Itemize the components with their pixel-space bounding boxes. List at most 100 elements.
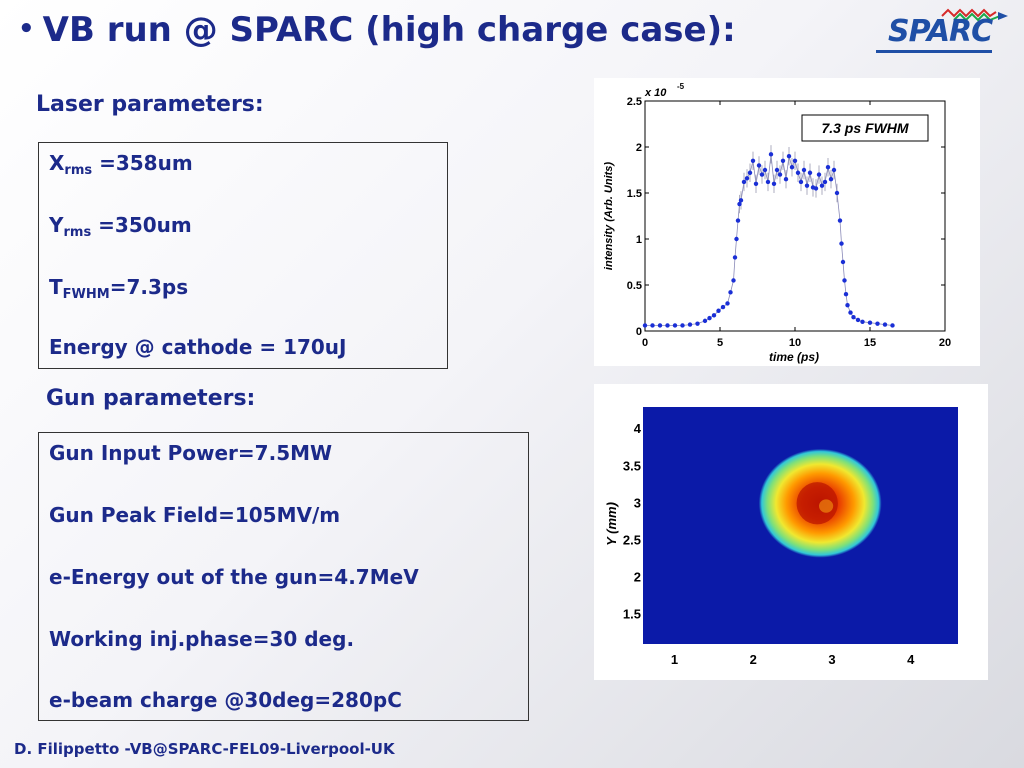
data-point [744,176,750,181]
data-point [819,183,825,188]
data-point [737,201,742,207]
data-point [738,198,744,203]
title-bullet: • [18,14,35,44]
data-point [816,172,822,177]
y-multiplier: x 10 [644,87,667,99]
data-point [642,323,648,328]
gun-peak-field: Gun Peak Field=105MV/m [49,503,341,527]
x-tick-label: 2 [750,652,757,667]
laser-heading: Laser parameters: [36,92,264,117]
data-point [801,167,807,173]
data-point [728,290,733,295]
laser-energy: Energy @ cathode = 170uJ [49,335,347,359]
data-point [851,315,856,320]
data-point [750,158,756,163]
gun-params-box: Gun Input Power=7.5MW Gun Peak Field=105… [38,432,529,721]
sparc-logo: SPARC [870,6,1020,60]
data-point [825,165,831,170]
slide-title: • VB run @ SPARC (high charge case): [18,10,736,50]
data-point [741,179,747,185]
gun-e-energy: e-Energy out of the gun=4.7MeV [49,565,419,589]
data-point [783,177,789,182]
data-point [795,170,801,175]
data-point [798,179,804,185]
logo-text: SPARC [888,14,993,49]
data-point [867,320,873,325]
x-tick-label: 20 [939,337,951,349]
data-point [786,154,792,159]
y-tick-label: 3 [634,495,641,510]
data-point [848,310,853,315]
data-point [789,165,795,170]
y-axis-label: intensity (Arb. Units) [603,162,615,271]
fwhm-annotation-box [801,114,929,142]
data-point [855,317,861,323]
laser-x-rms: Xrms =358um [49,151,193,178]
laser-t-fwhm: TFWHM=7.3ps [49,275,189,302]
data-point [768,152,774,157]
data-point [840,259,846,265]
title-text: VB run @ SPARC (high charge case): [42,10,736,50]
data-point [845,303,850,308]
data-point [695,321,700,326]
data-point [780,158,786,163]
logo-wave-icon [941,8,1008,22]
data-point [804,183,810,188]
data-point [875,321,880,326]
x-axis-label: time (ps) [769,350,819,364]
gun-heading: Gun parameters: [46,386,256,411]
data-point [774,167,780,173]
data-point [731,278,736,283]
data-point [707,315,712,321]
y-tick-label: 1.5 [627,188,642,200]
y-multiplier-exponent: -5 [677,82,685,91]
x-tick-label: 5 [717,337,723,349]
data-point [716,308,721,313]
y-tick-label: 3.5 [623,458,641,473]
x-tick-label: 0 [642,337,648,349]
data-point [822,179,828,185]
data-point [725,301,730,306]
footer-credit: D. Filippetto -VB@SPARC-FEL09-Liverpool-… [14,740,395,758]
y-tick-label: 1 [636,234,642,246]
beam-spot-panel: 1 2 3 4 1.5 2 2.5 3 3.5 4 Y (mm) [594,384,988,680]
data-point [756,163,762,168]
data-point [672,323,678,328]
x-tick-label: 3 [828,652,835,667]
data-point [777,172,783,177]
y-tick-label: 4 [634,421,642,436]
gun-input-power: Gun Input Power=7.5MW [49,441,333,465]
y-tick-label: 2.5 [623,532,641,547]
data-point [711,313,717,318]
beam-spot-heatmap: 1 2 3 4 1.5 2 2.5 3 3.5 4 Y (mm) [604,407,958,667]
y-tick-label: 2 [636,142,642,154]
data-point [680,323,685,328]
x-tick-label: 15 [864,337,876,349]
x-tick-label: 4 [907,652,915,667]
data-point [747,170,753,175]
logo-underline [876,50,992,53]
y-axis-label: Y (mm) [604,502,619,546]
data-point [765,179,771,185]
intensity-chart: 0 5 10 15 20 0 0.5 1 1.5 2 2.5 x 10 -5 7.3 ps FWH… [603,82,951,364]
data-point [843,292,849,297]
data-point [650,323,655,328]
data-point [837,218,843,223]
data-point [735,218,741,223]
gun-working-phase: Working inj.phase=30 deg. [49,627,355,651]
data-point [762,167,768,173]
y-tick-label: 1.5 [623,606,641,621]
x-tick-label: 10 [789,337,801,349]
intensity-chart-panel: 0 5 10 15 20 0 0.5 1 1.5 2 2.5 x 10 -5 7.3 ps FWH… [594,78,980,366]
y-tick-label: 2 [634,569,641,584]
data-point [753,181,759,186]
data-point [890,323,895,328]
data-point [734,236,739,242]
data-point [839,241,844,246]
data-point [771,181,777,186]
data-point [882,322,888,327]
gun-beam-charge: e-beam charge @30deg=280pC [49,688,402,712]
y-tick-label: 2.5 [627,96,642,108]
laser-params-box: Xrms =358um Yrms =350um TFWHM=7.3ps Ener… [38,142,448,369]
data-point [702,318,708,324]
